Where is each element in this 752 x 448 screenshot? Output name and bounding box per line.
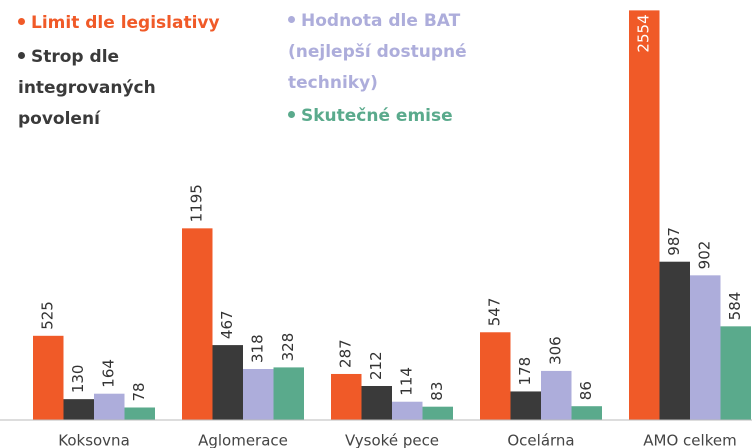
x-tick-label: AMO celkem <box>643 432 736 448</box>
bar <box>273 367 304 420</box>
bar <box>571 406 602 420</box>
data-label: 212 <box>367 351 385 380</box>
bar <box>720 326 751 420</box>
data-label: 525 <box>39 301 57 330</box>
legend-label: Strop dle integrovaných povolení <box>18 47 156 129</box>
data-label: 467 <box>218 310 236 339</box>
bar <box>629 10 660 421</box>
bar <box>690 275 721 420</box>
legend-item: Limit dle legislativy <box>18 8 268 39</box>
bar <box>243 368 274 420</box>
bar <box>659 261 690 420</box>
data-label: 902 <box>696 241 714 270</box>
data-label: 178 <box>516 357 534 386</box>
data-label: 987 <box>665 227 683 256</box>
data-label: 83 <box>428 382 446 401</box>
bar <box>510 391 541 420</box>
bar <box>541 370 572 420</box>
legend-item: Hodnota dle BAT (nejlepší dostupné techn… <box>288 6 528 99</box>
legend-label: Skutečné emise <box>301 106 453 126</box>
data-label: 328 <box>279 333 297 362</box>
bar <box>33 335 64 420</box>
bar <box>361 385 392 420</box>
bar <box>124 407 155 420</box>
legend-swatch <box>18 17 25 25</box>
data-label: 78 <box>130 382 148 401</box>
bar <box>212 345 243 420</box>
legend-label: Hodnota dle BAT (nejlepší dostupné techn… <box>288 11 467 93</box>
legend-swatch <box>18 51 25 59</box>
data-label: 287 <box>337 339 355 368</box>
legend-item: Skutečné emise <box>288 101 528 132</box>
data-label: 2554 <box>635 14 653 52</box>
x-tick-label: Vysoké pece <box>345 432 439 448</box>
bar <box>182 228 213 420</box>
x-tick-label: Koksovna <box>58 432 130 448</box>
legend-item: Strop dle integrovaných povolení <box>18 42 208 135</box>
data-label: 306 <box>547 336 565 365</box>
bar <box>422 406 453 420</box>
data-label: 318 <box>249 334 267 363</box>
bar <box>94 393 125 420</box>
x-tick-label: Ocelárna <box>507 432 574 448</box>
data-label: 164 <box>100 359 118 388</box>
data-label: 114 <box>398 367 416 396</box>
data-label: 584 <box>726 292 744 321</box>
bar <box>392 401 423 420</box>
legend-swatch <box>288 110 295 118</box>
legend-swatch <box>288 15 295 23</box>
data-label: 547 <box>486 298 504 327</box>
bar <box>331 373 362 420</box>
legend-label: Limit dle legislativy <box>31 13 220 33</box>
x-tick-label: Aglomerace <box>198 432 288 448</box>
bar <box>63 399 94 420</box>
data-label: 1195 <box>188 184 206 222</box>
data-label: 86 <box>577 381 595 400</box>
data-label: 130 <box>69 365 87 394</box>
bar <box>480 332 511 420</box>
